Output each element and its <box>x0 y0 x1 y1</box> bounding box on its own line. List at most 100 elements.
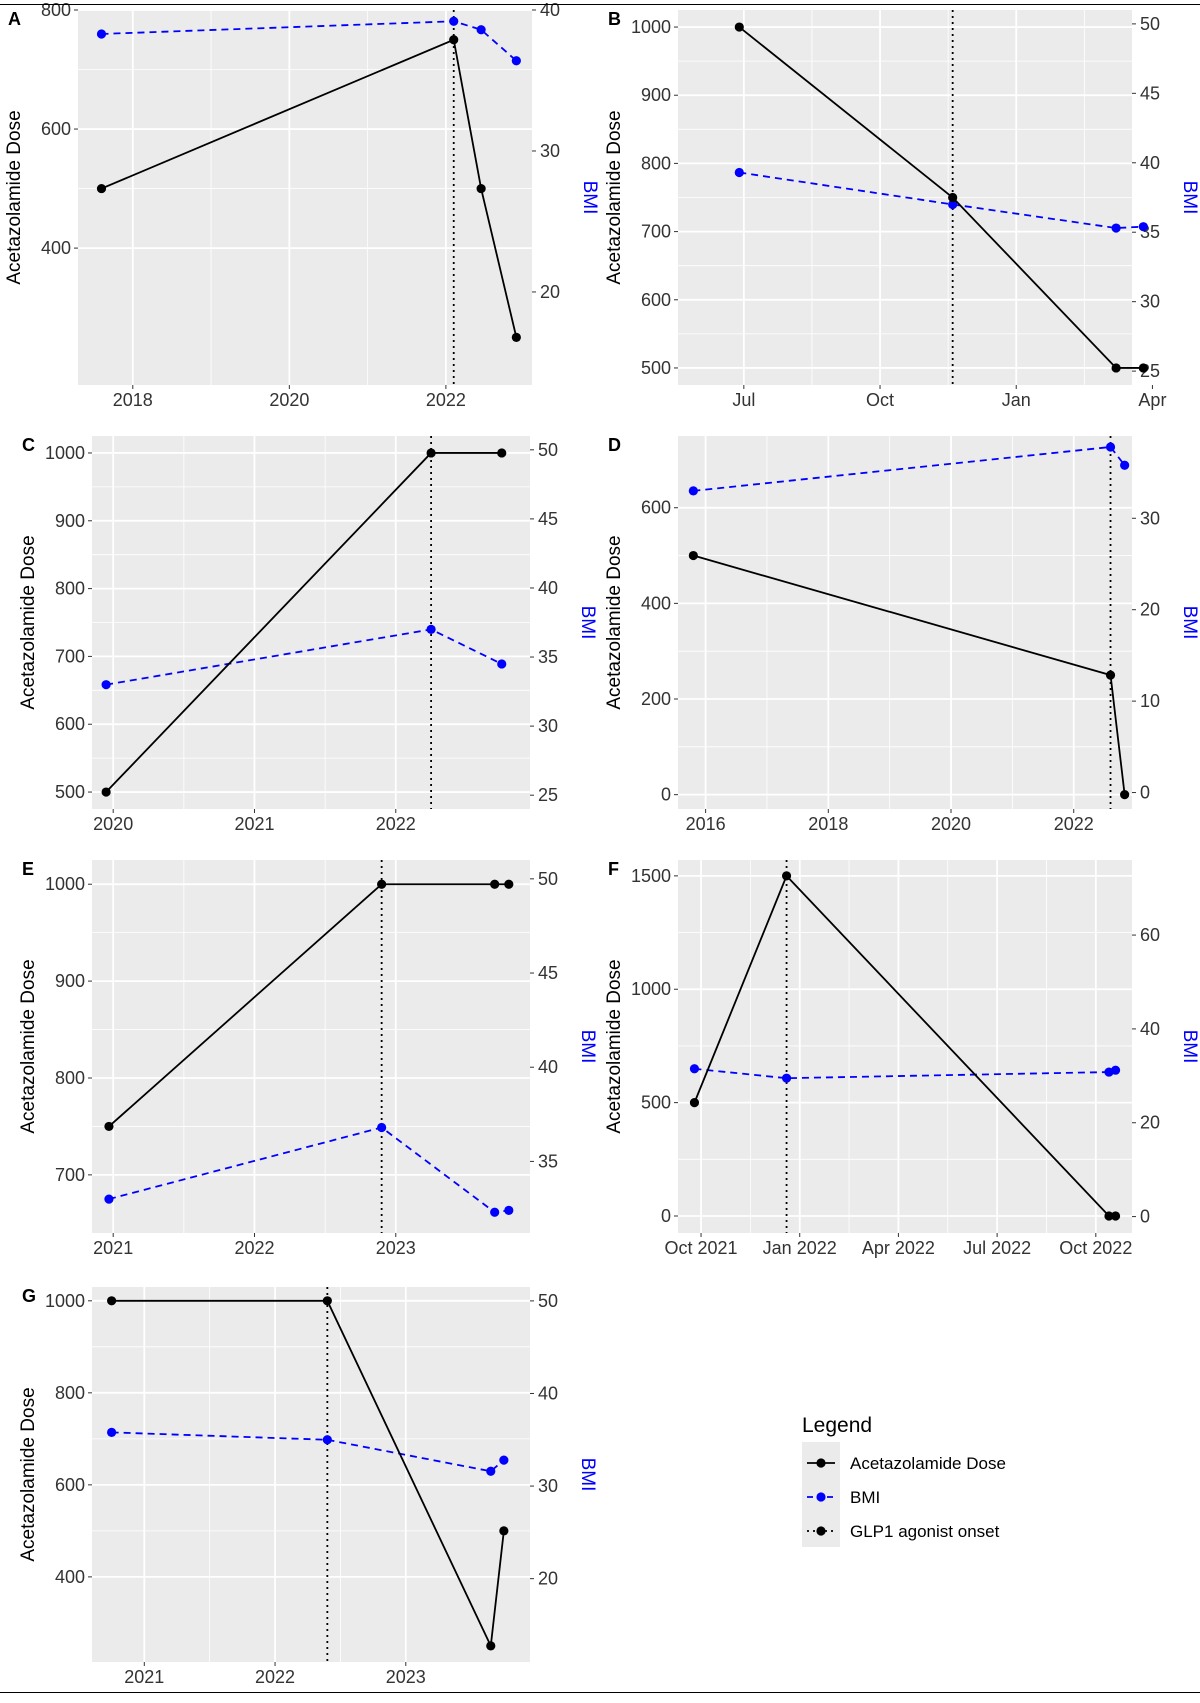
dose-line <box>101 38 518 338</box>
y2-tick-label: 20 <box>538 1569 558 1589</box>
dose-point <box>476 183 486 194</box>
y-tick-label: 800 <box>641 153 671 173</box>
dose-point <box>497 448 507 458</box>
y2-tick-label: 50 <box>538 1291 558 1311</box>
x-tick-label: Oct 2021 <box>665 1238 738 1258</box>
panel-b: Jul Oct Jan Apr5006007008009001000253035404… <box>604 9 1200 410</box>
y-tick-label: 400 <box>41 238 71 258</box>
dose-point <box>1138 363 1148 373</box>
dose-point <box>96 183 107 194</box>
y2-tick-label: 35 <box>538 1151 558 1171</box>
x-tick-label: 2023 <box>386 1667 426 1687</box>
y2-tick-label: 10 <box>1140 691 1160 711</box>
y-tick-label: 600 <box>641 498 671 518</box>
bmi-point <box>689 1064 700 1074</box>
y2-axis-title: BMI <box>577 1458 598 1492</box>
dose-line <box>111 1299 505 1650</box>
y-tick-label: 900 <box>55 971 85 991</box>
dose-point <box>688 550 698 561</box>
bmi-point <box>1138 222 1148 232</box>
y-tick-label: 1000 <box>45 874 85 894</box>
y-tick-label: 500 <box>55 782 85 802</box>
legend: Legend Acetazolamide Dose BMI GLP1 agonist … <box>802 1414 1006 1547</box>
y-tick-label: 1000 <box>631 17 671 37</box>
y-tick-label: 600 <box>641 290 671 310</box>
y2-tick-label: 50 <box>538 869 558 889</box>
x-tick-label: 2022 <box>1054 814 1094 834</box>
dose-point <box>1120 790 1130 800</box>
legend-item: BMI <box>807 1488 880 1507</box>
legend-label: Acetazolamide Dose <box>850 1454 1006 1473</box>
bmi-point <box>476 25 486 35</box>
panel-f: Oct 2021 Jan 2022 Apr 2022 Jul 2022 Oct 2022… <box>604 859 1200 1258</box>
y-tick-label: 200 <box>641 689 671 709</box>
bmi-point <box>96 29 107 39</box>
y2-tick-label: 60 <box>1140 925 1160 945</box>
y-tick-label: 600 <box>55 714 85 734</box>
y-tick-label: 800 <box>55 579 85 599</box>
y-tick-label: 600 <box>55 1475 85 1495</box>
y-tick-label: 800 <box>41 0 71 20</box>
legend-key-point <box>816 1492 826 1502</box>
y2-tick-label: 45 <box>1140 83 1160 103</box>
x-tick-label: Apr 2022 <box>862 1238 935 1258</box>
x-tick-label: 2022 <box>255 1667 295 1687</box>
y2-tick-label: 20 <box>540 282 560 302</box>
y2-tick-label: 45 <box>538 963 558 983</box>
bmi-point <box>688 486 698 496</box>
dose-point <box>1110 1211 1121 1221</box>
dose-point <box>377 879 387 889</box>
panel-label: G <box>22 1286 36 1306</box>
y2-tick-label: 20 <box>1140 1113 1160 1133</box>
x-tick-label: 2022 <box>426 390 466 410</box>
dose-point <box>449 35 459 45</box>
bmi-point <box>499 1455 509 1465</box>
bmi-point <box>734 167 744 178</box>
y2-tick-label: 30 <box>1140 508 1160 528</box>
bmi-point <box>1111 223 1121 233</box>
y2-tick-label: 50 <box>1140 14 1160 34</box>
plot-background <box>78 10 532 385</box>
panel-a: 2018 2020 2022 400 600 800 20 30 40 Acetazolamide… <box>4 0 600 410</box>
y2-tick-label: 45 <box>538 509 558 529</box>
bmi-point <box>511 56 521 66</box>
panel-label: E <box>22 859 34 879</box>
y2-tick-label: 30 <box>540 141 560 161</box>
y-tick-label: 500 <box>641 358 671 378</box>
y-tick-label: 900 <box>641 85 671 105</box>
panel-label: A <box>8 9 21 29</box>
bottom-rule <box>0 1692 1200 1693</box>
panel-g: 2021 2022 2023 400 600 800 1000 20 30 40 50 Acetazo… <box>18 1286 598 1687</box>
panel-c: 2020 2021 2022 500 600 700 800 900 1000 25 30 35 40 4… <box>18 435 598 834</box>
y2-axis-title: BMI <box>1179 606 1200 640</box>
bmi-point <box>1105 442 1116 452</box>
bmi-line <box>108 1126 509 1214</box>
x-tick-label: 2021 <box>93 1238 133 1258</box>
dose-point <box>426 448 436 458</box>
panel-e: 2021 2022 2023 700 800 900 1000 35 40 45 50 Acetazo… <box>18 859 598 1258</box>
bmi-point <box>486 1466 496 1476</box>
y2-axis-title: BMI <box>577 1030 598 1064</box>
y-tick-label: 400 <box>641 593 671 613</box>
bmi-line <box>694 1067 1116 1080</box>
y-tick-label: 0 <box>661 1206 671 1226</box>
x-tick-label: 2022 <box>234 1238 274 1258</box>
dose-point <box>101 787 111 797</box>
x-tick-label: 2018 <box>808 814 848 834</box>
y2-tick-label: 35 <box>538 647 558 667</box>
legend-key-point <box>816 1526 826 1536</box>
y2-axis-title: BMI <box>1179 181 1200 215</box>
y-axis-title: Acetazolamide Dose <box>604 110 625 284</box>
y2-tick-label: 25 <box>538 785 558 805</box>
dose-point <box>107 1296 117 1306</box>
y2-tick-label: 20 <box>1140 600 1160 620</box>
x-tick-label: Oct 2022 <box>1059 1238 1132 1258</box>
bmi-point <box>1110 1065 1121 1075</box>
y-tick-label: 700 <box>55 646 85 666</box>
dose-point <box>104 1121 114 1132</box>
bmi-line <box>111 1431 505 1473</box>
legend-key-point <box>816 1458 826 1468</box>
dose-point <box>511 332 521 342</box>
